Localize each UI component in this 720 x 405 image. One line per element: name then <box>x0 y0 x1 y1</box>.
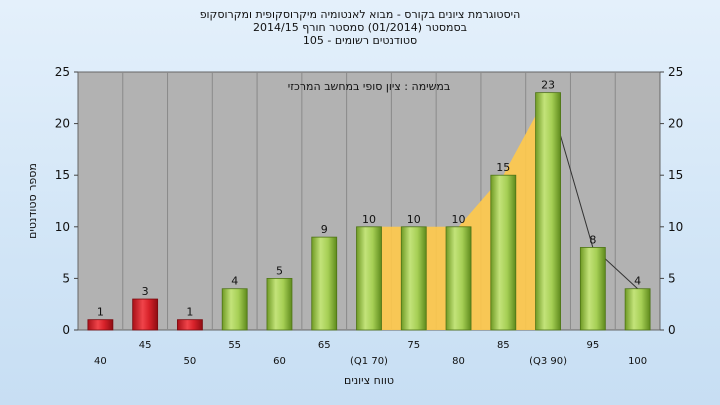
y-tick-label-right: 15 <box>668 168 683 182</box>
x-tick-label: 55 <box>228 340 241 351</box>
x-tick-label: (Q3 90) <box>529 356 567 367</box>
y-axis-label: מספר סטודנטים <box>26 163 39 239</box>
bar-95 <box>579 247 606 331</box>
bar-100 <box>624 288 651 331</box>
title-line-3: 105 - סטודנטים רשומים <box>302 34 418 47</box>
data-label: 10 <box>407 213 421 226</box>
x-tick-label: 50 <box>184 356 197 367</box>
data-label: 5 <box>276 264 283 277</box>
bar-Q390 <box>535 92 561 331</box>
bar-85 <box>490 174 517 331</box>
data-label: 4 <box>231 275 238 288</box>
bar-45 <box>132 298 159 331</box>
data-label: 4 <box>634 275 641 288</box>
bars <box>87 92 651 331</box>
x-tick-label: 65 <box>318 340 331 351</box>
x-tick-label: 40 <box>94 356 107 367</box>
x-tick-label: 60 <box>273 356 286 367</box>
title-line-1: היסטוגרמת ציונים בקורס - מבוא לאנטומיה מ… <box>199 8 521 21</box>
y-tick-label-right: 10 <box>668 220 683 234</box>
x-tick-label: 75 <box>407 340 420 351</box>
y-tick-label-left: 0 <box>62 323 70 337</box>
data-labels: 1 3 1 4 5 9 10 10 10 15 23 8 4 <box>97 79 641 319</box>
bar-60 <box>266 277 293 331</box>
data-label: 23 <box>541 79 555 92</box>
y-tick-label-right: 20 <box>668 117 683 131</box>
y-tick-label-right: 0 <box>668 323 676 337</box>
data-label: 15 <box>496 161 510 174</box>
x-tick-label: (Q1 70) <box>350 356 388 367</box>
x-axis-label: טווח ציונים <box>344 374 394 387</box>
data-label: 1 <box>97 306 104 319</box>
bar-65 <box>311 236 338 331</box>
chart-title: היסטוגרמת ציונים בקורס - מבוא לאנטומיה מ… <box>0 8 720 47</box>
data-label: 3 <box>142 285 149 298</box>
bar-50 <box>177 319 203 331</box>
bar-80 <box>445 226 472 331</box>
y-tick-label-left: 5 <box>62 271 70 285</box>
y-tick-label-left: 15 <box>55 168 70 182</box>
x-tick-label: 45 <box>139 340 152 351</box>
data-label: 1 <box>186 306 193 319</box>
bar-75 <box>400 226 427 331</box>
y-tick-label-left: 25 <box>55 65 70 79</box>
title-line-2: בסמסטר (01/2014) סמסטר חורף 2014/15 <box>253 21 467 34</box>
x-tick-label: 80 <box>452 356 465 367</box>
y-tick-label-left: 10 <box>55 220 70 234</box>
bar-Q170 <box>356 226 382 331</box>
data-label: 10 <box>452 213 466 226</box>
data-label: 10 <box>362 213 376 226</box>
chart-annotation: במשימה : ציון סופי במחשב המרכזי <box>288 80 451 93</box>
y-tick-label-left: 20 <box>55 117 70 131</box>
y-tick-label-right: 5 <box>668 271 676 285</box>
bar-55 <box>221 288 248 331</box>
data-label: 9 <box>321 223 328 236</box>
x-tick-label: 95 <box>586 340 599 351</box>
data-label: 8 <box>589 233 596 246</box>
y-tick-label-right: 25 <box>668 65 683 79</box>
x-tick-label: 85 <box>497 340 510 351</box>
x-tick-label: 100 <box>628 356 647 367</box>
bar-40 <box>87 319 114 331</box>
